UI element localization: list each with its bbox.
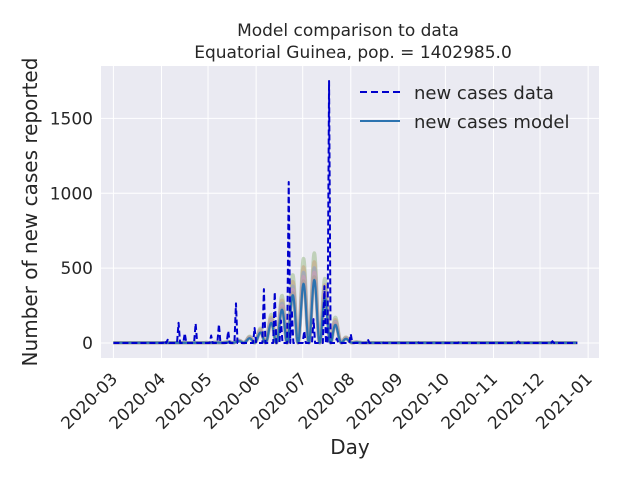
y-axis-label: Number of new cases reported	[18, 58, 42, 367]
y-tick-label: 1500	[50, 109, 93, 129]
y-tick-label: 1000	[50, 184, 93, 204]
plot-area	[101, 66, 599, 358]
legend-data-label: new cases data	[414, 83, 554, 104]
x-axis-label: Day	[330, 435, 370, 459]
legend-model-label: new cases model	[414, 112, 569, 133]
series-layer	[112, 79, 578, 345]
chart-subtitle: Equatorial Guinea, pop. = 1402985.0	[194, 43, 512, 63]
y-tick-label: 500	[61, 259, 93, 279]
legend: new cases data new cases model	[360, 83, 569, 133]
chart-title: Model comparison to data	[237, 21, 459, 41]
series-line-new-cases-data	[113, 79, 578, 345]
y-tick-label: 0	[82, 334, 93, 354]
